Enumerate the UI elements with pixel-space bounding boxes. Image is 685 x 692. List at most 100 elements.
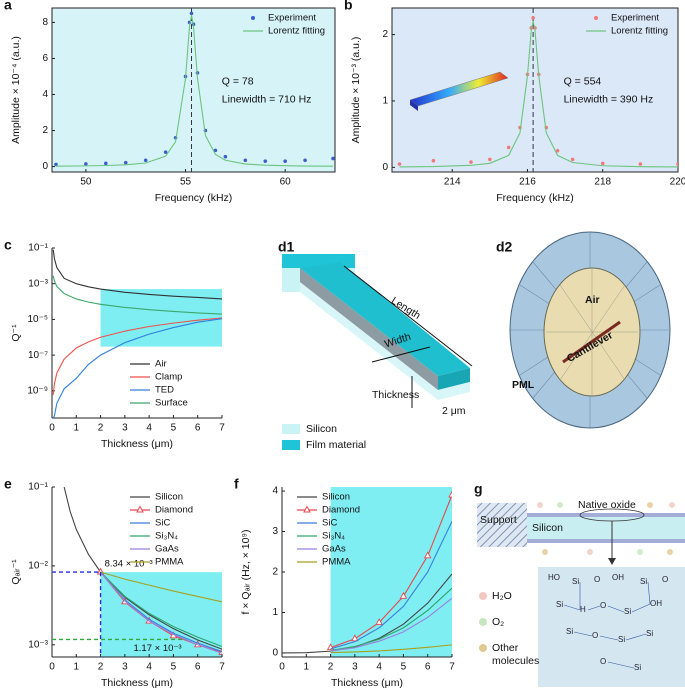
legend-label: H₂O — [492, 590, 512, 602]
silicon-label: Silicon — [532, 522, 563, 534]
x-tick-label: 3 — [122, 423, 128, 434]
series-line — [52, 249, 222, 300]
axes-frame — [391, 7, 679, 173]
legend-swatch — [282, 440, 300, 450]
bond — [625, 633, 647, 641]
annotation: 8.34 × 10⁻³ — [105, 559, 153, 570]
series-line — [100, 571, 222, 603]
support-label: Support — [480, 514, 517, 526]
marker — [375, 618, 383, 626]
series-line — [399, 21, 678, 168]
x-tick-label: 4 — [146, 662, 152, 673]
legend-label: O₂ — [492, 616, 504, 628]
y-tick-label: 2 — [272, 567, 278, 578]
legend-label: TED — [155, 385, 174, 396]
marker — [448, 490, 452, 498]
series-line — [330, 597, 452, 652]
legend-label: Experiment — [611, 13, 659, 24]
bond — [607, 605, 625, 613]
g-diagram: g Support Silicon Native oxide H₂O O₂ Ot… — [474, 481, 685, 687]
data-point — [469, 160, 473, 164]
data-point — [531, 16, 535, 20]
legend-label: Experiment — [268, 13, 316, 24]
y-tick-label: 4 — [272, 486, 278, 497]
y-tick-label: 1 — [272, 607, 278, 618]
thickness-label: Thickness — [372, 389, 419, 401]
legend-label: Surface — [155, 398, 188, 409]
series-layer — [397, 16, 678, 168]
network-label: OH — [612, 573, 624, 582]
panel-label: f — [234, 476, 239, 492]
network-label: HO — [548, 573, 560, 582]
molecules — [537, 502, 675, 555]
data-point — [488, 157, 492, 162]
oxide-label: Native oxide — [578, 499, 636, 511]
y-tick-label: 4 — [42, 89, 48, 100]
x-axis-label: Thickness (μm) — [101, 677, 173, 689]
panel-label: a — [4, 0, 12, 13]
legend-marker — [303, 505, 311, 513]
axes-frame — [51, 7, 336, 173]
annotation: Linewidth = 710 Hz — [222, 94, 312, 106]
network-box — [538, 567, 685, 687]
annotation: 1.17 × 10⁻³ — [134, 643, 182, 654]
x-axis-label: Thickness (μm) — [101, 438, 173, 450]
legend-label: Silicon — [322, 492, 350, 503]
data-point — [506, 145, 511, 150]
chart: e 0 1 2 3 4 5 6 7 10⁻³ 10⁻² 10⁻¹ Thickness (μm) Qₐᵢᵣ⁻… — [4, 476, 225, 689]
data-point — [54, 162, 58, 167]
chart: a 50 55 60 0 2 4 6 8 Frequency (kHz) Amplitude × 1… — [4, 0, 336, 204]
legend-label: GaAs — [322, 544, 346, 555]
legend-label: PMMA — [322, 557, 351, 568]
inset-beam — [409, 71, 509, 107]
length-arrow — [343, 265, 473, 367]
support — [477, 503, 527, 547]
series-line — [52, 317, 222, 395]
x-tick-label: 0 — [279, 662, 285, 673]
y-tick-label: 1 — [382, 96, 388, 107]
data-point — [283, 159, 287, 163]
legend-marker — [251, 16, 255, 20]
legend-label: SiC — [322, 518, 337, 529]
marker — [351, 634, 359, 642]
y-tick-label: 2 — [42, 125, 48, 136]
mesh — [546, 268, 638, 396]
network-label: Si — [572, 577, 579, 586]
x-tick-label: 2 — [98, 423, 104, 434]
data-point — [570, 157, 575, 162]
x-tick-label: 2 — [328, 662, 334, 673]
silicon-side — [300, 282, 438, 400]
panel-label: d2 — [496, 239, 513, 255]
series-layer — [63, 487, 222, 655]
data-point — [638, 162, 643, 166]
x-tick-label: 0 — [49, 662, 55, 673]
data-point — [223, 154, 228, 159]
y-tick-label: 10⁻⁵ — [27, 314, 48, 325]
series-line — [330, 494, 452, 649]
arrowhead — [608, 558, 616, 565]
series-layer — [54, 11, 335, 167]
x-tick-label: 2 — [98, 662, 104, 673]
x-tick-label: 6 — [195, 662, 201, 673]
data-point — [84, 162, 88, 166]
data-point — [243, 158, 248, 163]
y-tick-label: 8 — [42, 17, 48, 28]
network-label: O — [662, 575, 668, 584]
network-label: Si — [618, 635, 625, 644]
legend-swatch — [282, 424, 300, 434]
legend-dot — [479, 618, 487, 626]
legend-label: Film material — [306, 439, 366, 451]
y-tick-label: 0 — [42, 161, 48, 172]
data-point — [163, 150, 168, 154]
legend-label: Clamp — [155, 372, 182, 383]
series-line — [55, 15, 334, 167]
legend-label: Diamond — [322, 505, 360, 516]
x-tick-label: 3 — [122, 662, 128, 673]
legend-marker — [136, 505, 144, 513]
x-tick-label: 214 — [444, 177, 461, 188]
legend-marker — [594, 16, 598, 20]
legend-label: Silicon — [155, 492, 183, 503]
x-tick-label: 4 — [376, 662, 382, 673]
